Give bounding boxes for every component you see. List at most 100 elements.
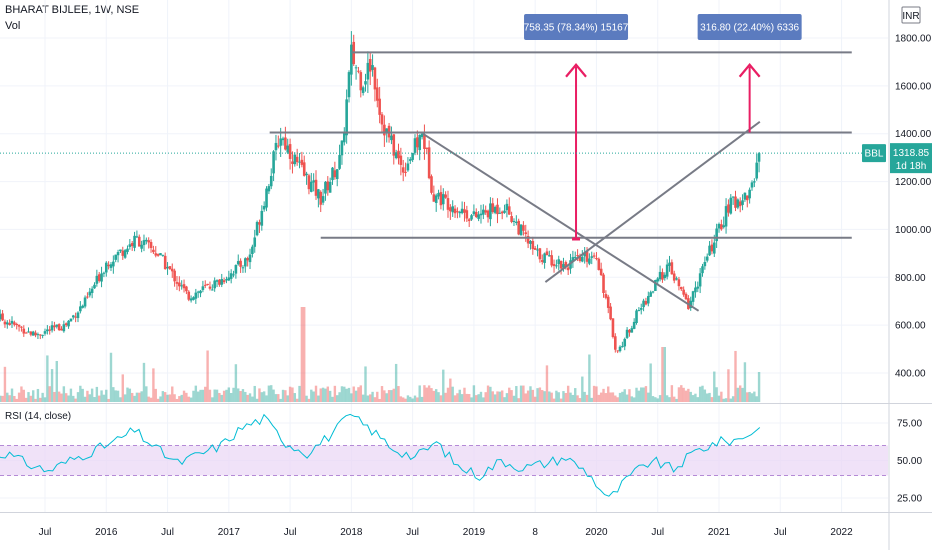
candle-body — [248, 254, 252, 263]
candle-body — [102, 272, 106, 274]
candle-body — [663, 274, 667, 279]
volume-bar — [378, 398, 381, 402]
measure-label-text: 316.80 (22.40%) 6336 — [700, 23, 799, 34]
candle-body — [748, 189, 751, 199]
volume-bar — [602, 388, 605, 402]
volume-bar — [498, 391, 502, 402]
volume-bar — [312, 391, 315, 402]
candle-body — [359, 72, 363, 91]
volume-bar — [437, 392, 440, 402]
volume-bar — [656, 398, 659, 402]
volume-bar — [658, 395, 662, 402]
volume-bar — [352, 386, 355, 402]
candle-body — [114, 254, 117, 260]
candle-body — [656, 278, 660, 282]
volume-bar — [541, 390, 544, 402]
candle-body — [635, 310, 638, 323]
candle-body — [526, 236, 530, 244]
time-tick-label: Jul — [774, 527, 787, 538]
candle-body — [312, 180, 315, 183]
candle-body — [432, 194, 436, 202]
volume-bar — [159, 396, 162, 402]
candle-body — [255, 222, 259, 236]
candle-body — [192, 297, 195, 300]
candle-body — [338, 155, 341, 169]
volume-bar — [168, 394, 172, 402]
candle-body — [22, 328, 26, 334]
volume-bar — [703, 389, 707, 402]
trend-lines[interactable] — [269, 51, 852, 312]
volume-bar — [307, 398, 311, 402]
candle-body — [302, 162, 306, 176]
candle-body — [489, 203, 492, 220]
volume-bar — [182, 390, 186, 402]
candle-body — [121, 250, 125, 256]
candle-body — [399, 155, 403, 165]
volume-bar — [326, 386, 329, 402]
volume-bar — [406, 395, 410, 402]
candle-body — [519, 224, 523, 236]
candle-body — [31, 331, 35, 336]
candle-body — [625, 329, 629, 338]
volume-bar — [46, 355, 49, 402]
candle-body — [239, 260, 242, 267]
volume-bar — [333, 385, 337, 402]
candle-body — [97, 274, 101, 281]
volume-bar — [135, 392, 139, 402]
candle-body — [262, 206, 266, 210]
candle-body — [342, 133, 346, 143]
trend-line — [422, 132, 700, 312]
candle-body — [408, 159, 412, 161]
volume-bar — [621, 391, 624, 402]
candle-body — [515, 221, 518, 223]
candle-body — [479, 213, 483, 216]
candle-body — [201, 286, 205, 290]
volume-bar — [583, 391, 586, 402]
volume-bar — [189, 397, 193, 402]
candle-body — [236, 261, 240, 265]
volume-bar — [215, 389, 219, 402]
chart-symbol-title: BHARAT BIJLEE, 1W, NSE — [5, 4, 140, 16]
candle-body — [199, 290, 202, 294]
candle-body — [543, 253, 546, 263]
volume-bar — [717, 395, 721, 402]
candle-body — [119, 249, 122, 252]
volume-bar — [310, 389, 313, 402]
candle-body — [347, 72, 351, 98]
volume-bar — [241, 389, 245, 402]
time-tick-label: Jul — [161, 527, 174, 538]
candle-body — [661, 272, 664, 280]
volume-bar — [503, 397, 506, 402]
volume-bar — [482, 397, 485, 402]
price-tick-label: 1200.00 — [895, 177, 932, 188]
candle-body — [548, 255, 551, 257]
candle-body — [474, 212, 478, 217]
volume-bar — [246, 394, 249, 402]
candle-body — [93, 284, 96, 289]
volume-bar — [222, 390, 226, 402]
price-badge-countdown: 1d 18h — [896, 161, 927, 172]
candle-body — [194, 292, 198, 299]
volume-bar — [83, 396, 87, 402]
candle-body — [708, 245, 711, 256]
volume-bar — [715, 387, 718, 402]
volume-bar — [3, 366, 7, 402]
volume-bar — [427, 385, 431, 402]
candle-body — [83, 297, 87, 307]
volume-bar — [244, 391, 247, 402]
volume-bar — [635, 387, 638, 402]
volume-bar — [53, 391, 56, 402]
candle-body — [413, 138, 417, 153]
candle-body — [456, 211, 459, 213]
volume-bar — [213, 389, 216, 402]
volume-bar — [48, 386, 51, 402]
volume-bar — [442, 369, 445, 402]
volume-bar — [76, 392, 80, 402]
candle-body — [512, 220, 516, 222]
volume-bar — [724, 398, 728, 402]
volume-bar — [67, 395, 70, 402]
time-tick-label: 2016 — [95, 527, 118, 538]
volume-bar — [13, 395, 16, 402]
volume-bar — [748, 391, 751, 402]
